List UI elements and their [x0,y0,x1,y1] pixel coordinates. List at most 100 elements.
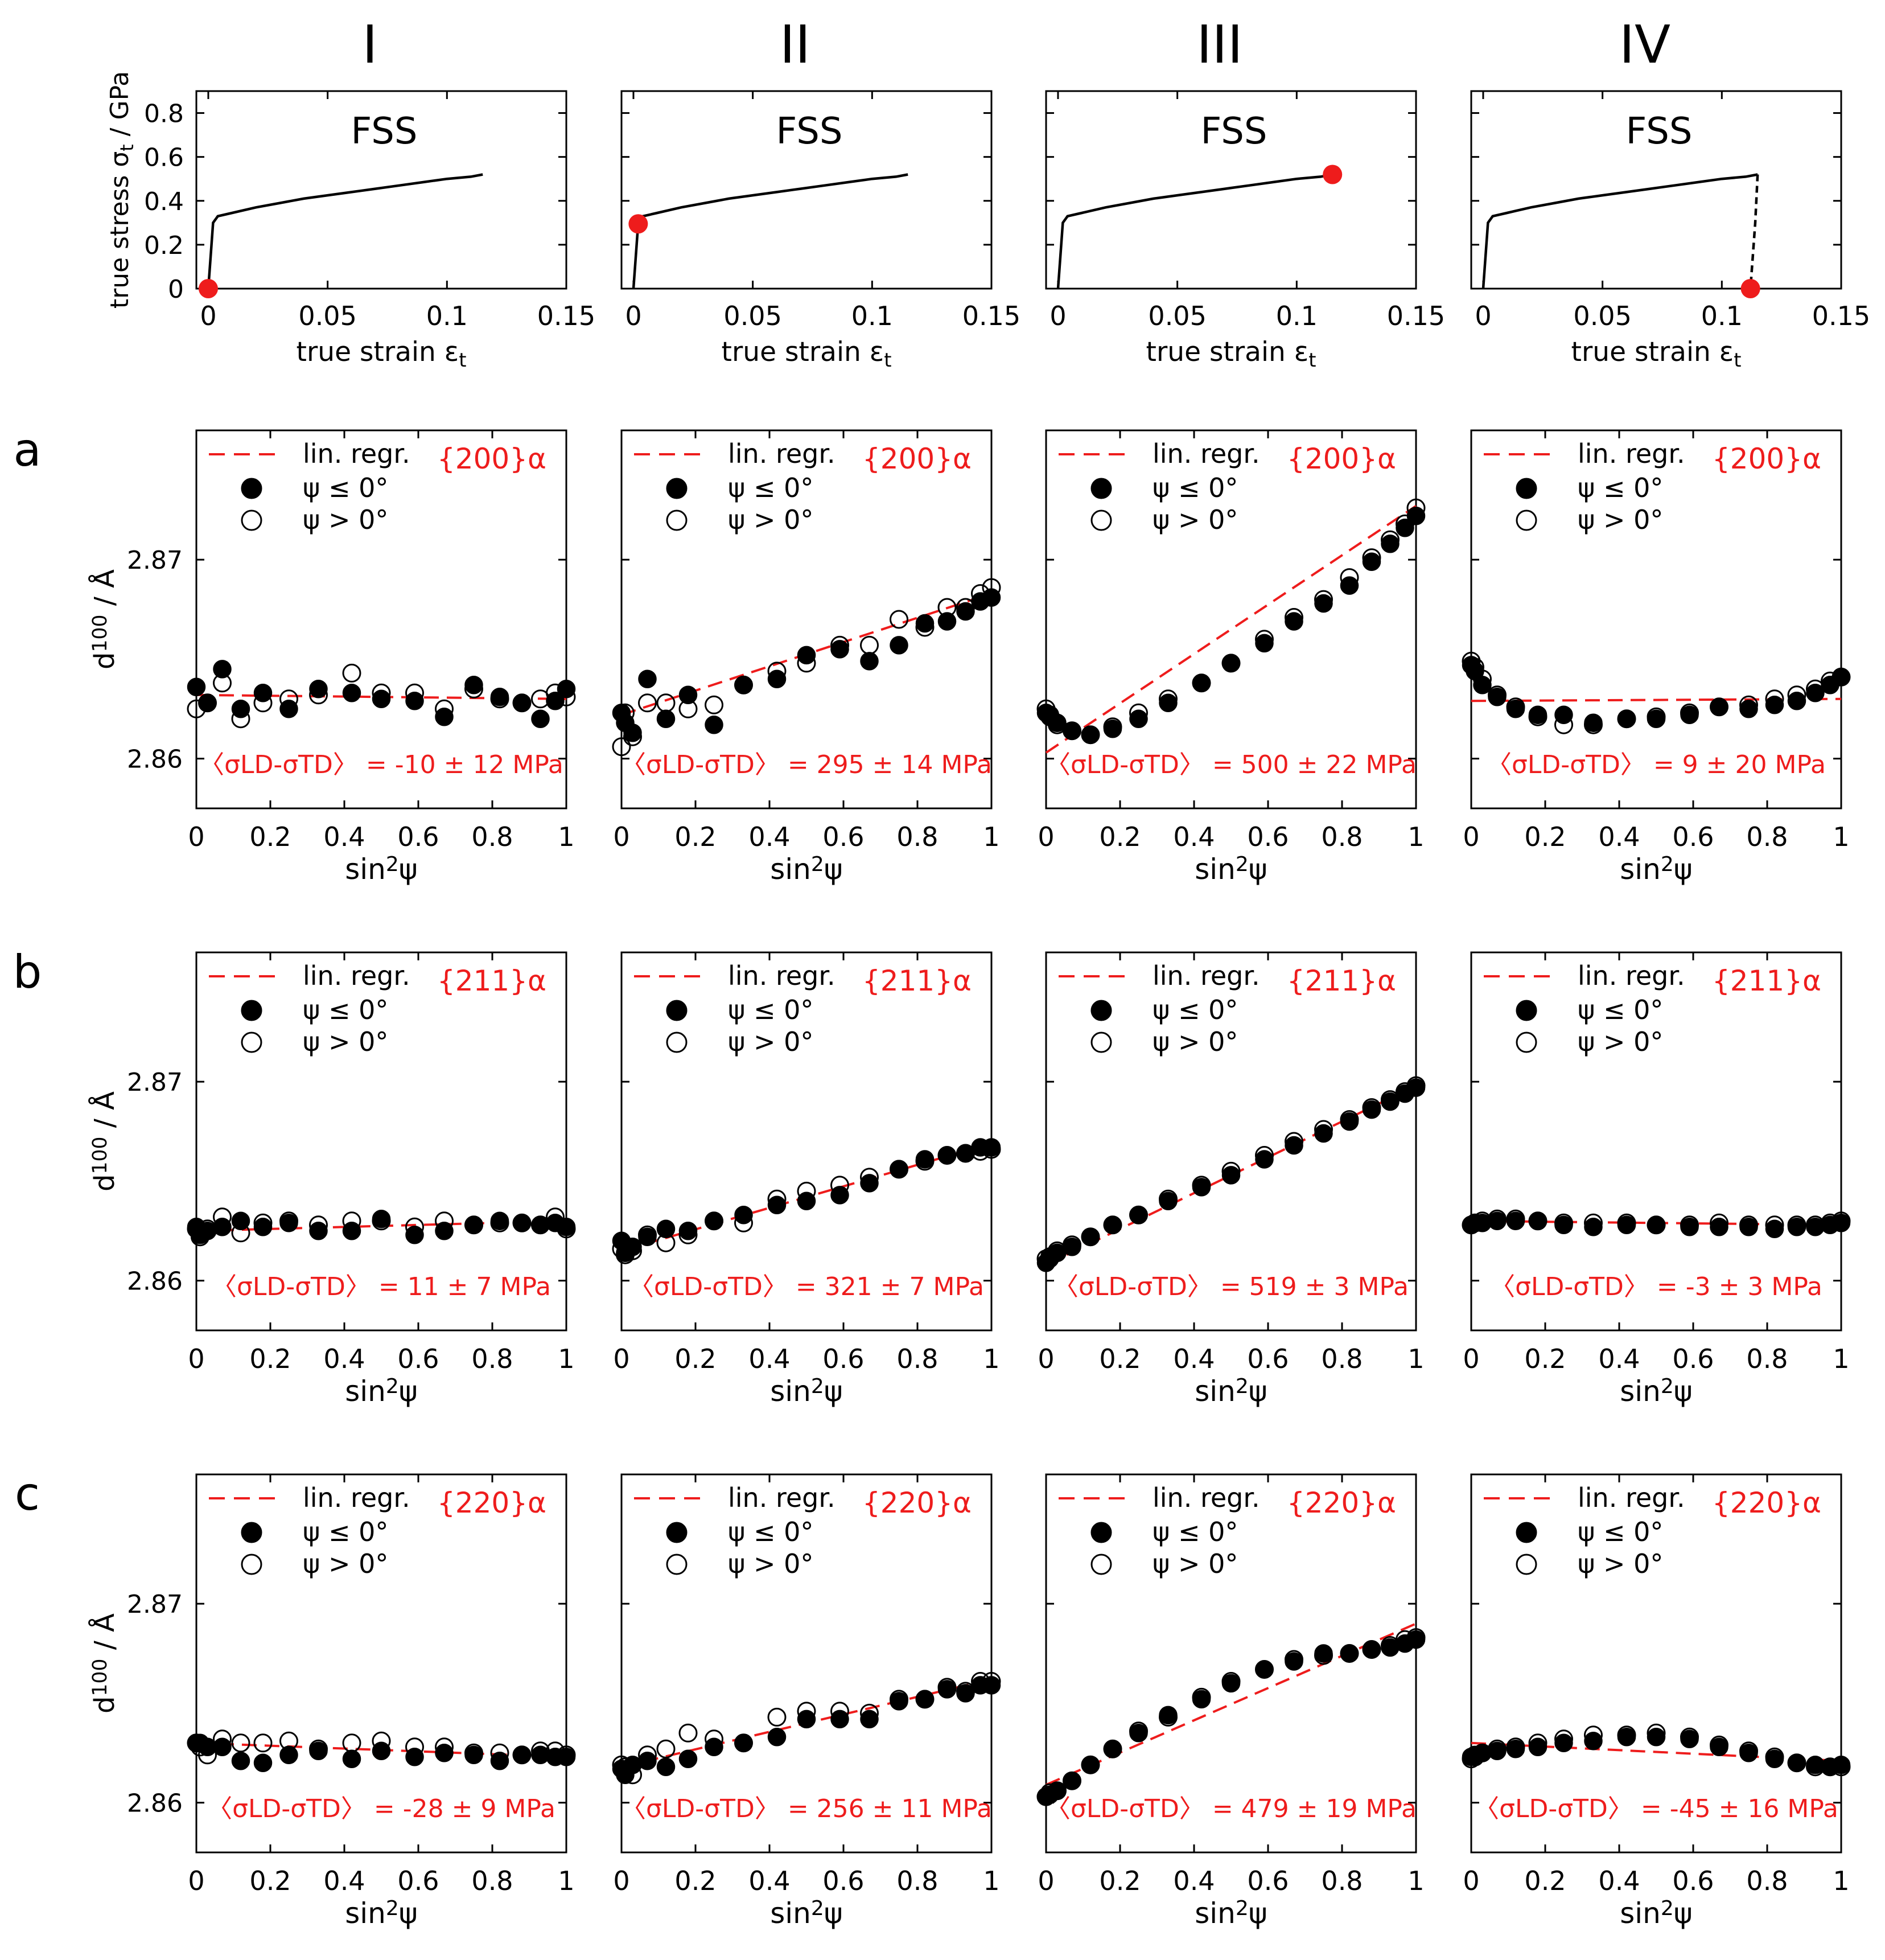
filled-marker [309,680,328,698]
legend-open-label: ψ > 0° [1578,504,1663,535]
reflection-label: {200}α [862,442,972,475]
open-marker [890,1690,908,1709]
open-marker [982,1672,1001,1691]
legend-filled-label: ψ ≤ 0° [1153,1517,1238,1547]
stress-annotation: 〈σLD-σTD〉 = 500 ± 22 MPa [1046,750,1417,779]
open-marker [1765,1215,1784,1235]
open-marker [1462,1215,1481,1235]
filled-marker [435,1744,454,1762]
open-marker [372,1731,391,1751]
legend-open-label: ψ > 0° [1153,504,1238,535]
x-tick-label: 0.4 [1598,1343,1640,1374]
filled-marker [656,1219,676,1239]
filled-marker [1314,594,1333,613]
legend-open-label: ψ > 0° [303,1548,388,1579]
filled-marker [372,689,391,709]
legend-filled-label: ψ ≤ 0° [303,1517,388,1547]
open-marker [187,699,206,718]
open-marker [253,693,273,713]
panel-title: FSS [1626,110,1693,153]
open-marker [1255,1660,1274,1679]
open-marker [1710,1735,1728,1754]
plot-frame [1470,1473,1842,1854]
legend-open-label: ψ > 0° [303,504,388,535]
x-tick-label: 0.8 [1746,821,1788,852]
legend-filled-marker [1516,1000,1537,1021]
panel-title: FSS [1201,110,1267,153]
open-marker [1081,1227,1100,1247]
open-marker [1832,667,1851,687]
x-tick-label: 0.1 [1276,301,1318,331]
reflection-label: {200}α [437,442,546,475]
x-tick-label: 0 [1463,1343,1479,1374]
open-marker [1406,498,1426,517]
plot-frame [195,429,567,810]
open-marker [1396,1082,1414,1102]
legend-open-label: ψ > 0° [728,1548,813,1579]
open-marker [1103,717,1122,737]
x-tick-label: 0.8 [471,1343,513,1374]
open-marker [546,1207,565,1227]
open-marker [860,635,879,655]
open-marker [1647,1215,1666,1235]
open-marker [512,1745,532,1765]
open-marker [1710,1213,1728,1232]
x-tick-label: 0 [1463,821,1479,852]
regression-line [1471,697,1842,702]
legend-open-label: ψ > 0° [728,504,813,535]
x-tick-label: 0.2 [1524,821,1566,852]
legend: lin. regr. ψ ≤ 0°ψ > 0° [1484,960,1685,1057]
open-marker [1488,1209,1507,1228]
open-marker [1340,568,1359,587]
reflection-label: {200}α [1712,442,1821,475]
open-marker [734,1213,753,1232]
filled-marker [1129,709,1148,728]
open-marker [982,578,1001,597]
open-marker [1806,1215,1825,1235]
open-marker [1765,1747,1784,1766]
open-marker [198,693,217,713]
x-tick-label: 0.6 [1672,1343,1714,1374]
open-marker [656,1739,676,1758]
x-tick-label: 0.05 [723,301,781,331]
open-marker [1584,1213,1603,1232]
open-marker [830,635,849,655]
x-tick-label: 0.1 [426,301,468,331]
legend-regression-label: lin. regr. [303,960,410,991]
open-marker [612,737,631,757]
legend-filled-marker [241,478,262,499]
filled-marker [982,1676,1001,1695]
legend-filled-label: ψ ≤ 0° [728,995,813,1025]
stress-annotation: 〈σLD-σTD〉 = 479 ± 19 MPa [1046,1794,1417,1823]
filled-marker [1584,1732,1603,1751]
open-marker [1647,707,1666,726]
reflection-label: {200}α [1287,442,1396,475]
open-marker [971,584,990,603]
x-tick-label: 0.2 [1099,1343,1141,1374]
open-marker [435,1737,454,1757]
filled-marker [279,1745,298,1765]
filled-marker [253,1218,273,1236]
filled-marker [982,588,1001,607]
open-marker [890,610,908,629]
filled-marker [187,677,206,697]
legend-filled-label: ψ ≤ 0° [303,995,388,1025]
plot-frame [1045,951,1417,1332]
legend-regression-label: lin. regr. [303,1482,410,1513]
x-tick-label: 0.2 [1524,1343,1566,1374]
x-tick-label: 1 [983,1866,999,1896]
legend-filled-marker [1090,1522,1112,1543]
open-marker [915,1152,935,1171]
open-marker [1103,1739,1122,1758]
open-marker [253,1733,273,1753]
filled-marker [1255,634,1274,653]
y-tick-label: 2.87 [127,546,183,575]
plot-frame [1470,951,1842,1332]
legend: lin. regr. ψ ≤ 0°ψ > 0° [634,960,836,1057]
x-axis-label: true strain εt [722,336,892,371]
open-marker [612,1755,631,1774]
x-tick-label: 0.4 [748,1866,790,1896]
filled-marker [705,715,723,734]
legend: lin. regr. ψ ≤ 0°ψ > 0° [634,1482,836,1579]
